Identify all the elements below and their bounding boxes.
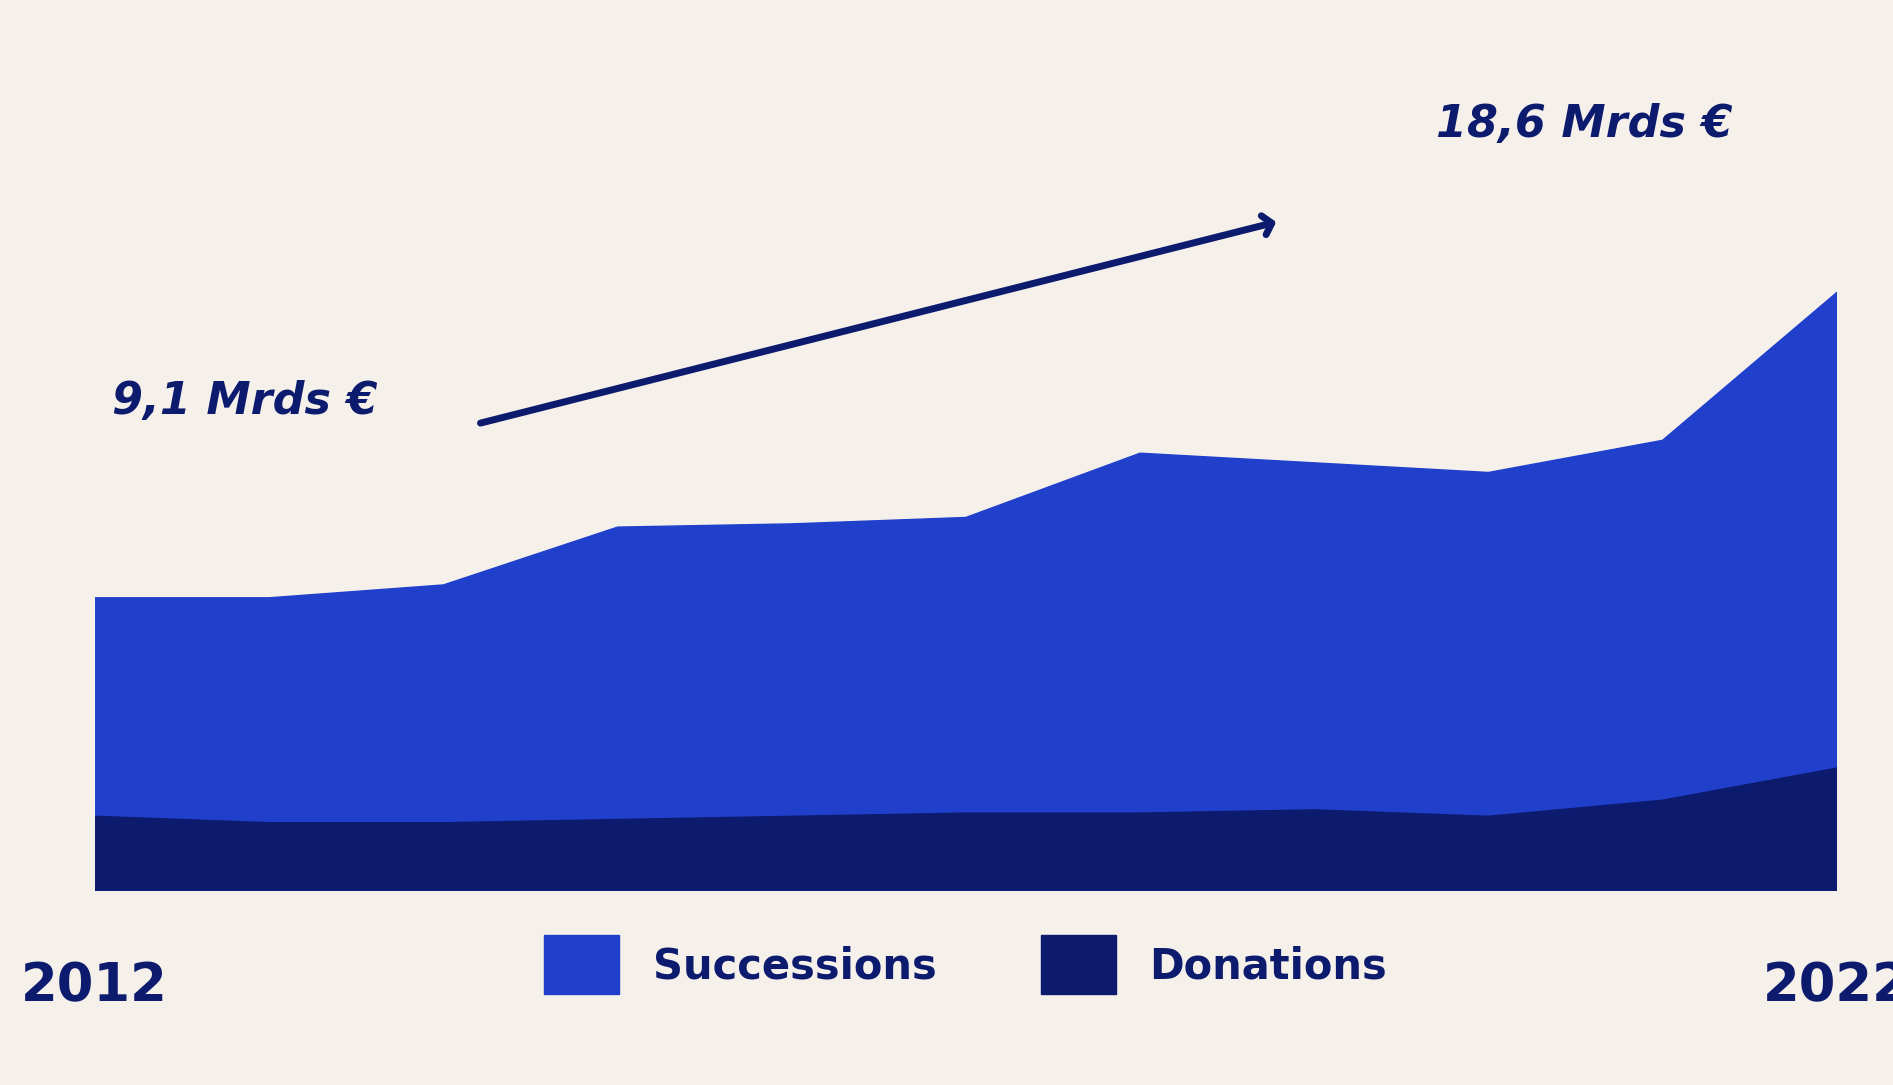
Text: 2022: 2022 [1762, 960, 1893, 1012]
Text: 2012: 2012 [21, 960, 168, 1012]
Text: 18,6 Mrds €: 18,6 Mrds € [1435, 103, 1732, 146]
Legend: Successions, Donations: Successions, Donations [528, 919, 1403, 1011]
Text: 9,1 Mrds €: 9,1 Mrds € [112, 380, 377, 423]
